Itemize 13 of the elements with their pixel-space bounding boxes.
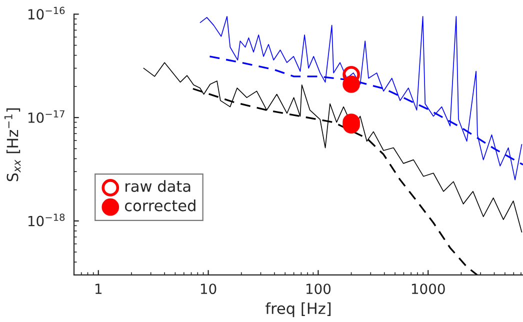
y-tick-label: 10$^{−18}$ bbox=[28, 214, 65, 226]
point bbox=[342, 76, 360, 93]
legend-label: raw data bbox=[126, 180, 190, 192]
x-tick-label: 1 bbox=[95, 284, 102, 294]
legend-label: corrected bbox=[124, 200, 196, 212]
point bbox=[342, 116, 360, 134]
x-tick-label: 100 bbox=[306, 284, 331, 294]
y-tick-label: 10$^{−17}$ bbox=[28, 110, 64, 123]
x-tick-label: 10 bbox=[200, 284, 216, 294]
y-axis-title: S$_{xx}$ [Hz$^{−1}$] bbox=[4, 108, 21, 182]
x-tick-label: 1000 bbox=[412, 284, 445, 294]
x-axis-title: freq [Hz] bbox=[266, 302, 331, 318]
y-tick-label: 10$^{−16}$ bbox=[28, 6, 65, 20]
